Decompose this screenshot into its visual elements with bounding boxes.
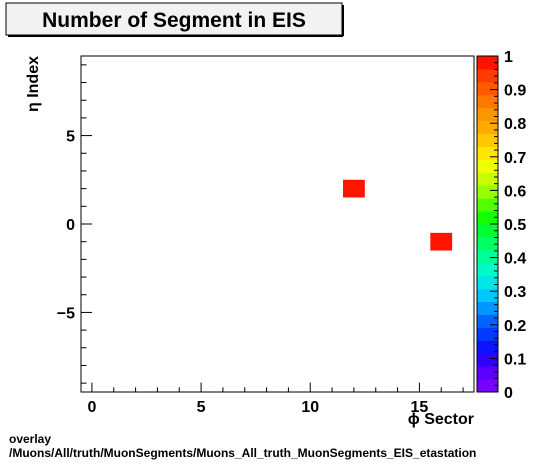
heatmap-cell-0 — [343, 179, 365, 198]
colorbar — [477, 56, 498, 393]
x-tick-label: 5 — [197, 399, 206, 416]
colorbar-segment-22 — [477, 94, 498, 109]
y-axis: −5 0 5 — [57, 64, 92, 384]
colorbar-segment-21 — [477, 107, 498, 122]
colorbar-segment-13 — [477, 211, 498, 225]
footer-line2: /Muons/All/truth/MuonSegments/Muons_All_… — [9, 446, 476, 460]
colorbar-tick-label: 1 — [504, 49, 513, 66]
colorbar-segment-10 — [477, 249, 498, 264]
colorbar-segment-6 — [477, 301, 498, 315]
colorbar-segment-3 — [477, 340, 498, 354]
colorbar-segment-7 — [477, 288, 498, 303]
x-axis-label: ϕ Sector — [408, 411, 474, 428]
colorbar-segment-2 — [477, 353, 498, 367]
colorbar-tick-label: 0 — [504, 385, 513, 402]
colorbar-segment-16 — [477, 172, 498, 186]
colorbar-segment-24 — [477, 68, 498, 83]
colorbar-segment-11 — [477, 236, 498, 251]
y-tick-label: 5 — [66, 129, 75, 146]
x-axis: 0 5 10 15 — [87, 382, 464, 416]
x-tick-label: 0 — [87, 399, 96, 416]
colorbar-segment-17 — [477, 159, 498, 173]
colorbar-segment-12 — [477, 224, 498, 238]
x-tick-label: 10 — [301, 399, 319, 416]
colorbar-segment-19 — [477, 133, 498, 147]
x-tick-label: 15 — [411, 399, 429, 416]
colorbar-tick-label: 0.4 — [504, 251, 526, 268]
colorbar-segment-15 — [477, 185, 498, 199]
heatmap-cell-1 — [430, 232, 453, 251]
footer-line1: overlay — [9, 432, 51, 446]
colorbar-tick-label: 0.8 — [504, 116, 526, 133]
colorbar-segment-4 — [477, 327, 498, 341]
cells-layer — [343, 179, 453, 251]
y-tick-label: −5 — [57, 305, 75, 322]
colorbar-tick-label: 0.1 — [504, 351, 526, 368]
colorbar-tick-label: 0.6 — [504, 183, 526, 200]
colorbar-tick-label: 0.7 — [504, 150, 526, 167]
colorbar-ticks: 0 0.1 0.2 0.3 0.4 0.5 0.6 0.7 0.8 0.9 1 — [490, 49, 526, 402]
colorbar-segment-5 — [477, 314, 498, 328]
colorbar-segment-1 — [477, 366, 498, 380]
colorbar-tick-label: 0.3 — [504, 284, 526, 301]
colorbar-segment-9 — [477, 262, 498, 277]
y-tick-label: 0 — [66, 217, 75, 234]
colorbar-segment-18 — [477, 146, 498, 160]
colorbar-segment-8 — [477, 275, 498, 290]
colorbar-segment-14 — [477, 198, 498, 212]
colorbar-tick-label: 0.2 — [504, 318, 526, 335]
colorbar-segment-0 — [477, 379, 498, 393]
colorbar-segment-25 — [477, 56, 498, 70]
title-box — [5, 2, 343, 36]
colorbar-segment-23 — [477, 81, 498, 96]
plot-frame — [80, 55, 475, 393]
colorbar-tick-label: 0.9 — [504, 83, 526, 100]
colorbar-segment-20 — [477, 120, 498, 135]
chart-title: Number of Segment in EIS — [42, 9, 306, 32]
colorbar-tick-label: 0.5 — [504, 217, 526, 234]
y-axis-label: η Index — [25, 56, 42, 112]
